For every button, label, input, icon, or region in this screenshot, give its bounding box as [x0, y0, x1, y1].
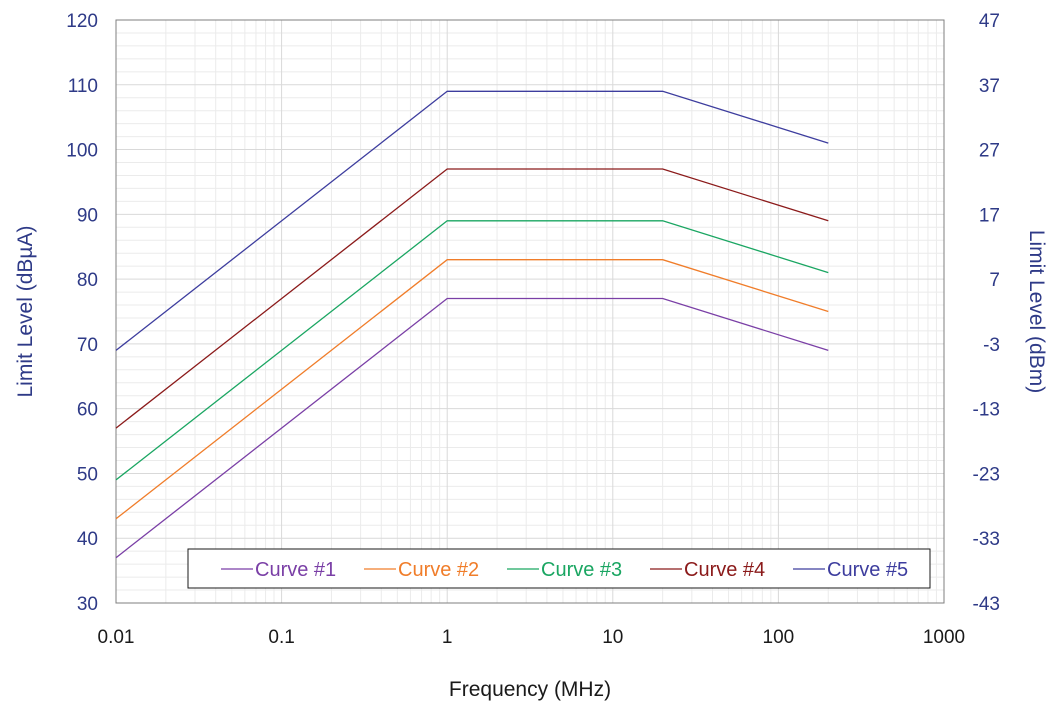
legend-label-1: Curve #1 [255, 559, 336, 581]
x-tick-label: 1 [442, 627, 453, 648]
y2-tick-label: 27 [979, 141, 1000, 162]
y2-tick-label: -3 [983, 335, 1000, 356]
y-tick-label: 90 [77, 205, 98, 226]
x-tick-label: 10 [602, 627, 623, 648]
legend: Curve #1 Curve #2 Curve #3 Curve #4 Curve #5 [187, 548, 931, 589]
y-tick-label: 40 [77, 529, 98, 550]
minor-gridlines [116, 20, 944, 603]
y2-tick-label: 17 [979, 205, 1000, 226]
x-tick-label: 0.01 [98, 627, 135, 648]
y2-tick-label: 7 [989, 270, 1000, 291]
y-axis-title: Limit Level (dBµA) [14, 226, 37, 398]
y-tick-label: 50 [77, 464, 98, 485]
x-axis-ticks: 0.01 0.1 1 10 100 1000 [98, 627, 966, 648]
y-tick-label: 110 [68, 76, 98, 97]
y-axis-ticks: 30 40 50 60 70 80 90 100 110 120 [66, 11, 98, 615]
legend-label-4: Curve #4 [684, 559, 765, 581]
y-tick-label: 70 [77, 335, 98, 356]
major-gridlines [115, 19, 945, 604]
y2-tick-label: -33 [973, 529, 1000, 550]
y-tick-label: 30 [77, 594, 98, 615]
series-line-3 [115, 220, 829, 481]
series-line-4 [115, 168, 829, 429]
y2-tick-label: -13 [973, 400, 1000, 421]
y-tick-label: 80 [77, 270, 98, 291]
y-tick-label: 120 [66, 11, 98, 32]
y2-tick-label: 37 [979, 76, 1000, 97]
y2-axis-ticks: -43 -33 -23 -13 -3 7 17 27 37 47 [973, 11, 1000, 615]
y2-axis-title: Limit Level (dBm) [1025, 230, 1048, 393]
series-line-1 [115, 297, 829, 559]
y2-tick-label: 47 [979, 11, 1000, 32]
x-tick-label: 1000 [923, 627, 965, 648]
x-tick-label: 100 [763, 627, 795, 648]
legend-label-2: Curve #2 [398, 559, 479, 581]
y-tick-label: 100 [66, 141, 98, 162]
y2-tick-label: -43 [973, 594, 1000, 615]
legend-items: Curve #1 Curve #2 Curve #3 Curve #4 Curve #5 [221, 559, 908, 581]
x-tick-label: 0.1 [268, 627, 294, 648]
series-line-5 [115, 90, 829, 351]
legend-label-3: Curve #3 [541, 559, 622, 581]
y2-tick-label: -23 [973, 464, 1000, 485]
series-line-2 [115, 259, 829, 520]
series-layer [115, 90, 829, 559]
legend-label-5: Curve #5 [827, 559, 908, 581]
y-tick-label: 60 [77, 400, 98, 421]
plot-frame [115, 19, 945, 604]
x-axis-title: Frequency (MHz) [449, 678, 611, 701]
